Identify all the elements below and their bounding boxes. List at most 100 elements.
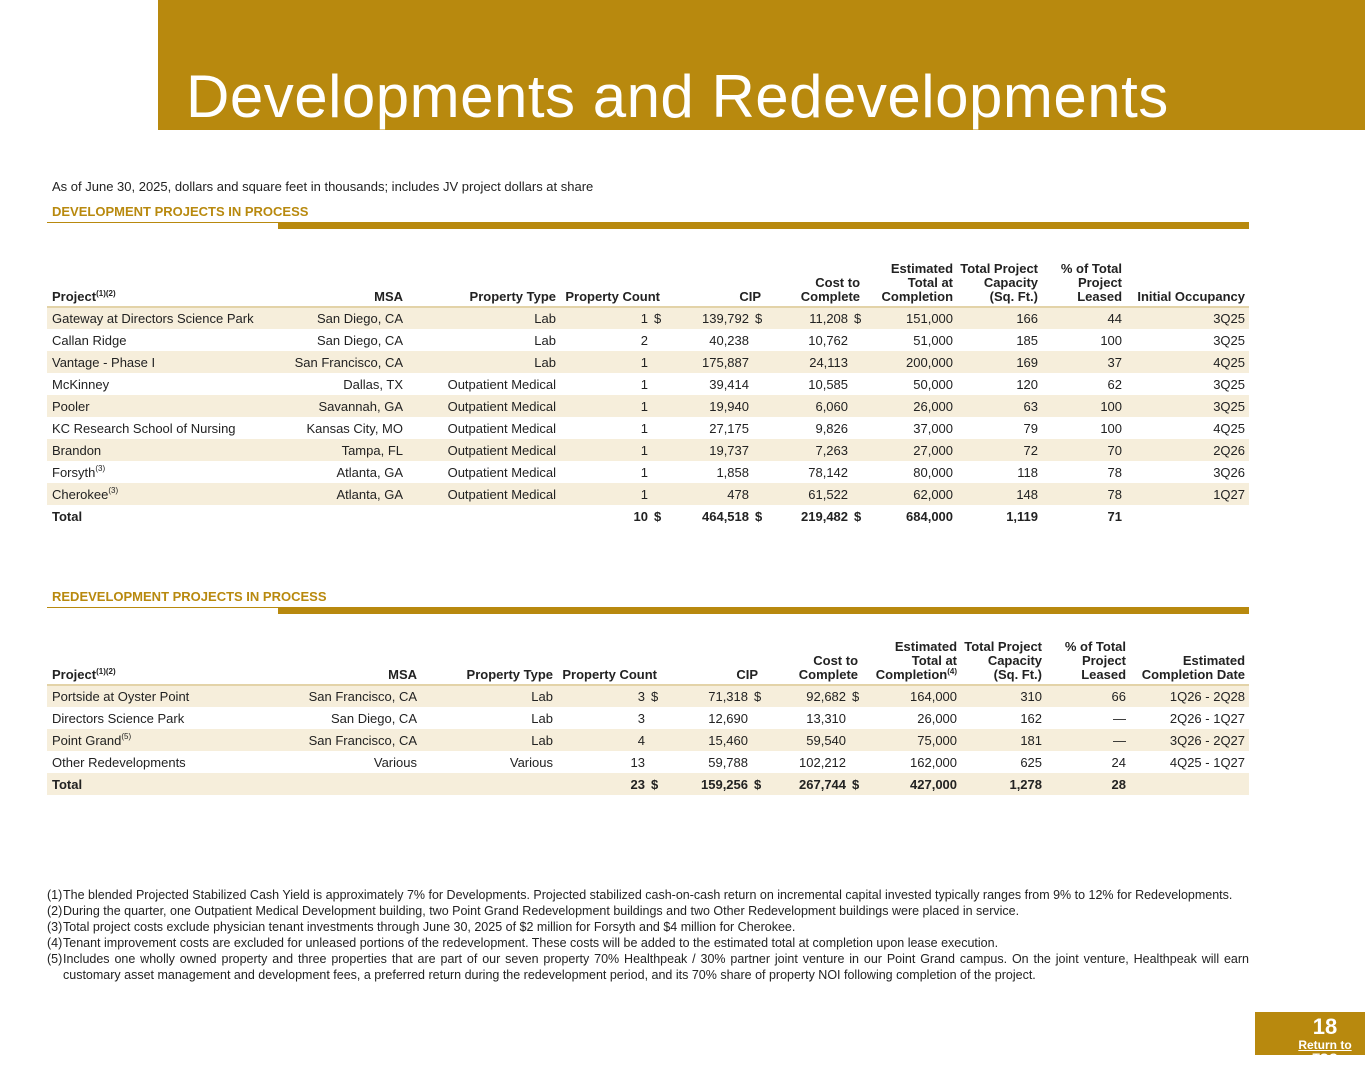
- project-name: Brandon: [47, 439, 280, 461]
- cip-cell: 478: [664, 483, 753, 505]
- section-heading: DEVELOPMENT PROJECTS IN PROCESS: [52, 204, 309, 219]
- cip-cell: 1,858: [716, 464, 749, 480]
- leased-cell: 71: [1107, 508, 1123, 524]
- cip-cell: 19,940: [664, 395, 753, 417]
- dollar-cell: [649, 729, 661, 751]
- project-name: Cherokee(3): [47, 483, 280, 505]
- cip-cell: 27,175: [709, 420, 749, 436]
- cip-cell: 39,414: [709, 376, 749, 392]
- dollar-cell: [753, 483, 766, 505]
- type-cell: Lab: [407, 351, 560, 373]
- column-header: Cost to Complete: [765, 230, 865, 308]
- dollar-cell: [852, 417, 864, 439]
- last-cell: 4Q25: [1213, 420, 1246, 436]
- last-cell: 1Q27: [1126, 483, 1250, 505]
- cap-cell: 169: [957, 351, 1043, 373]
- cap-cell: 310: [961, 685, 1047, 707]
- dollar-cell: $: [753, 307, 766, 329]
- project-name: Vantage - Phase I: [47, 351, 280, 373]
- msa-cell: San Francisco, CA: [287, 729, 421, 751]
- column-header: CIP: [664, 230, 766, 308]
- dollar-cell: [652, 395, 664, 417]
- last-cell: 2Q26: [1126, 439, 1250, 461]
- cap-cell: 162: [1020, 710, 1043, 726]
- msa-cell: [280, 505, 407, 527]
- est-cell: 164,000: [862, 685, 962, 707]
- total-row: Total 10 $464,518 $219,482 $684,000 1,119 71: [47, 505, 1249, 527]
- est-cell: 37,000: [913, 420, 954, 436]
- header-project: Project(1)(2): [47, 230, 280, 308]
- cip-cell: 175,887: [664, 351, 753, 373]
- footnote-ref: (3): [108, 485, 119, 495]
- type-cell: Lab: [421, 685, 557, 707]
- last-cell: 3Q25: [1126, 395, 1250, 417]
- dollar-cell: [652, 373, 664, 395]
- dollar-cell: [649, 751, 661, 773]
- return-to-toc-link[interactable]: Return to TOC: [1298, 1038, 1352, 1065]
- cip-cell: 159,256: [661, 773, 752, 795]
- table-row: Vantage - Phase I San Francisco, CA Lab 1 17…: [47, 351, 1250, 373]
- cap-cell: 166: [957, 307, 1043, 329]
- cip-cell: 12,690: [708, 710, 748, 726]
- dollar-cell: [852, 483, 865, 505]
- total-row: Total 23 $159,256 $267,744 $427,000 1,278 28: [47, 773, 1250, 795]
- msa-cell: Various: [373, 754, 417, 770]
- dollar-cell: [652, 329, 664, 351]
- table-row: Cherokee(3) Atlanta, GA Outpatient Medical…: [47, 483, 1250, 505]
- table-row: Other Redevelopments Various Various 13 59,7…: [47, 751, 1249, 773]
- dollar-cell: [652, 439, 664, 461]
- page-number-box: 18 Return to TOC: [1255, 1012, 1365, 1065]
- cost-cell: 11,208: [765, 307, 853, 329]
- dollar-cell: $: [649, 685, 661, 707]
- dollar-cell: [753, 461, 765, 483]
- count-cell: 1: [640, 376, 648, 392]
- project-name: Pooler: [47, 395, 280, 417]
- cap-cell: 120: [1016, 376, 1039, 392]
- msa-cell: Atlanta, GA: [280, 483, 407, 505]
- dollar-cell: $: [852, 307, 865, 329]
- count-cell: 2: [640, 332, 648, 348]
- footnote-number: (3): [47, 920, 63, 934]
- count-cell: 1: [560, 439, 652, 461]
- column-header: Property Count: [557, 615, 661, 686]
- table-row: Directors Science Park San Diego, CA Lab 3 1…: [47, 707, 1249, 729]
- table-row: Pooler Savannah, GA Outpatient Medical 1 19,…: [47, 395, 1250, 417]
- column-header: Initial Occupancy: [1126, 230, 1250, 308]
- type-cell: Outpatient Medical: [447, 464, 556, 480]
- leased-cell: —: [1046, 729, 1131, 751]
- column-header: Estimated Completion Date: [1130, 615, 1250, 686]
- dollar-cell: [850, 729, 863, 751]
- type-cell: Lab: [531, 710, 553, 726]
- table-row: Callan Ridge San Diego, CA Lab 2 40,238 10,76…: [47, 329, 1249, 351]
- section-rule: [47, 221, 1249, 230]
- est-cell: 427,000: [862, 773, 962, 795]
- project-name: Portside at Oyster Point: [47, 685, 287, 707]
- cap-cell: 79: [1023, 420, 1039, 436]
- leased-cell: 100: [1100, 420, 1123, 436]
- cost-cell: 10,762: [808, 332, 849, 348]
- cost-cell: 9,826: [815, 420, 849, 436]
- last-cell: 3Q26: [1213, 464, 1246, 480]
- msa-cell: San Francisco, CA: [287, 685, 421, 707]
- cip-cell: 464,518: [702, 508, 749, 524]
- count-cell: 1: [560, 483, 652, 505]
- count-cell: 1: [560, 351, 652, 373]
- section-heading: REDEVELOPMENT PROJECTS IN PROCESS: [52, 589, 327, 604]
- dollar-cell: [753, 439, 766, 461]
- msa-cell: San Diego, CA: [280, 307, 407, 329]
- dollar-cell: $: [850, 773, 863, 795]
- footnote-text: Tenant improvement costs are excluded fo…: [63, 936, 999, 950]
- footnote-ref: (1)(2): [96, 667, 116, 676]
- dollar-cell: [652, 461, 664, 483]
- cost-cell: 78,142: [808, 464, 849, 480]
- cost-cell: 59,540: [762, 729, 851, 751]
- leased-cell: 78: [1042, 483, 1127, 505]
- dollar-cell: $: [752, 773, 763, 795]
- last-cell: 2Q26 - 1Q27: [1169, 710, 1246, 726]
- cap-cell: 63: [957, 395, 1043, 417]
- dollar-cell: [753, 351, 766, 373]
- cip-cell: 71,318: [661, 685, 752, 707]
- msa-cell: Atlanta, GA: [336, 464, 403, 480]
- dollar-cell: [652, 483, 664, 505]
- cap-cell: 185: [1016, 332, 1039, 348]
